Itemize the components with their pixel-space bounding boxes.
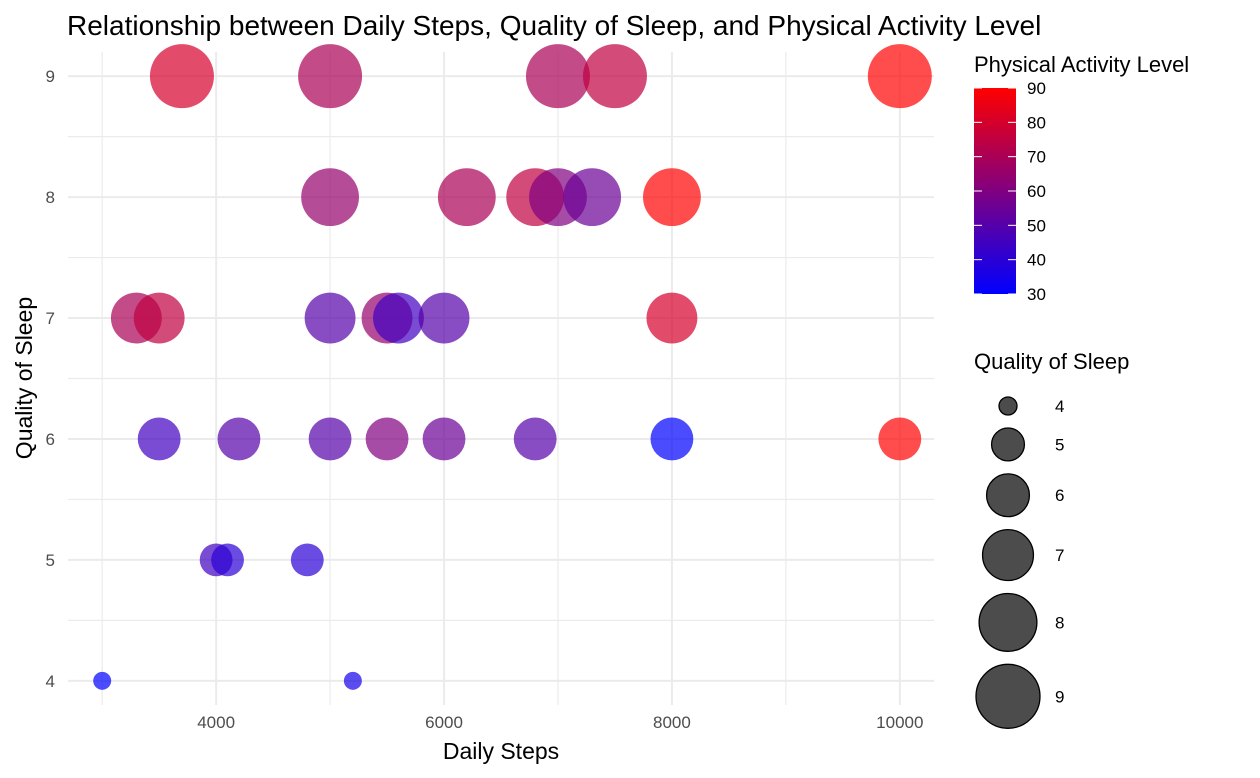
data-point [422, 417, 466, 461]
data-point [211, 543, 244, 577]
data-point [650, 417, 694, 461]
x-tick-label: 4000 [197, 713, 235, 732]
y-axis-ticks: 4 5 6 7 8 9 [46, 67, 55, 691]
size-legend-items: 4 5 6 7 8 9 [975, 396, 1064, 729]
y-tick-label: 6 [46, 430, 55, 449]
data-point [304, 292, 356, 344]
y-tick-label: 9 [46, 67, 55, 86]
size-legend: Quality of Sleep 4 5 6 7 8 9 [974, 349, 1129, 729]
size-legend-title: Quality of Sleep [974, 349, 1129, 374]
data-point [563, 168, 622, 227]
data-point [373, 292, 424, 344]
data-point [217, 417, 261, 461]
data-point [137, 417, 181, 461]
data-point [646, 292, 698, 344]
size-legend-key [978, 592, 1038, 652]
data-point [513, 417, 557, 461]
data-points [93, 44, 932, 690]
color-legend-ticks: 30 40 50 60 70 80 90 [974, 79, 1046, 304]
y-tick-label: 7 [46, 309, 55, 328]
colorbar-label: 70 [1027, 148, 1046, 167]
data-point [301, 168, 359, 227]
size-legend-key [990, 427, 1026, 462]
data-point [343, 671, 362, 690]
size-legend-key [985, 473, 1031, 518]
size-legend-label: 8 [1055, 613, 1064, 632]
data-point [643, 168, 701, 227]
data-point [308, 417, 352, 461]
size-legend-key [975, 663, 1041, 729]
data-point [878, 417, 922, 461]
data-point [298, 44, 363, 109]
size-legend-label: 6 [1055, 486, 1064, 505]
data-point [418, 292, 470, 344]
size-legend-key [981, 529, 1035, 582]
data-point [525, 44, 590, 109]
y-tick-label: 8 [46, 188, 55, 207]
y-tick-label: 4 [46, 672, 55, 691]
x-tick-label: 6000 [425, 713, 463, 732]
data-point [149, 44, 214, 109]
data-point [582, 44, 647, 109]
x-tick-label: 8000 [653, 713, 691, 732]
data-point [93, 671, 112, 690]
y-axis-title: Quality of Sleep [11, 297, 37, 459]
colorbar-label: 90 [1027, 79, 1046, 98]
grid [68, 52, 934, 705]
data-point [365, 417, 409, 461]
colorbar-label: 30 [1027, 285, 1046, 304]
data-point [133, 292, 185, 344]
chart-title: Relationship between Daily Steps, Qualit… [67, 10, 1041, 41]
data-point [867, 44, 932, 109]
x-axis-ticks: 4000 6000 8000 10000 [197, 713, 923, 732]
data-point [437, 168, 496, 227]
size-legend-label: 9 [1055, 687, 1064, 706]
size-legend-label: 7 [1055, 546, 1064, 565]
colorbar-label: 40 [1027, 251, 1046, 270]
size-legend-key [998, 396, 1018, 416]
size-legend-label: 5 [1055, 435, 1064, 454]
x-tick-label: 10000 [876, 713, 923, 732]
colorbar-label: 80 [1027, 113, 1046, 132]
y-tick-label: 5 [46, 551, 55, 570]
color-legend: Physical Activity Level 30 40 50 60 70 80 90 [974, 52, 1189, 304]
size-legend-label: 4 [1055, 397, 1064, 416]
data-point [290, 543, 324, 577]
color-legend-title: Physical Activity Level [974, 52, 1189, 77]
colorbar-label: 60 [1027, 182, 1046, 201]
x-axis-title: Daily Steps [443, 738, 559, 764]
colorbar-label: 50 [1027, 216, 1046, 235]
